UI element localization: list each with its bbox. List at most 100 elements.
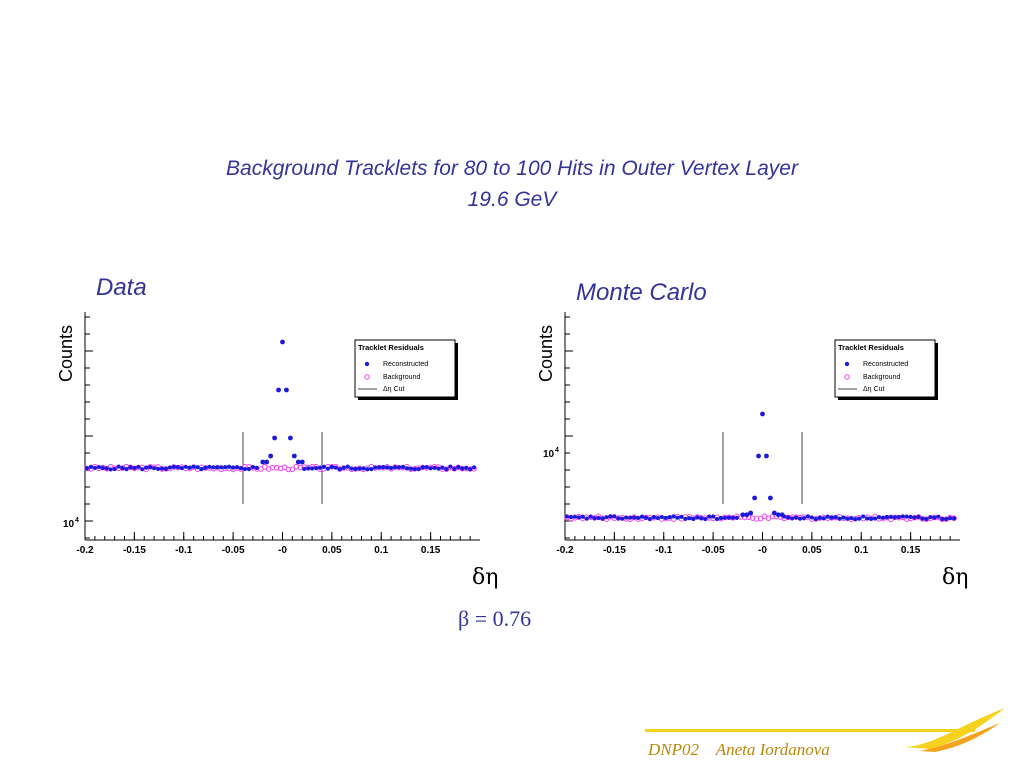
reconstructed-point [341,465,346,470]
reconstructed-point [635,515,641,520]
reconstructed-point [428,466,433,471]
reconstructed-point [416,467,421,472]
reconstructed-point [325,466,331,471]
reconstructed-point [306,466,311,471]
reconstructed-point [140,467,145,472]
reconstructed-point [231,465,236,470]
x-tick-label: -0.2 [556,545,574,556]
reconstructed-point [100,465,105,470]
y-axis-label: Counts [56,325,76,382]
x-tick-label: 0.05 [322,545,342,556]
reconstructed-point [845,516,850,521]
reconstructed-peak-point [264,459,270,465]
reconstructed-point [857,516,862,521]
background-point [753,516,760,522]
reconstructed-point [128,465,133,470]
reconstructed-point [876,515,882,520]
beta-label: β = 0.76 [458,606,532,631]
reconstructed-point [313,466,319,471]
reconstructed-point [452,466,457,472]
reconstructed-point [179,466,184,471]
reconstructed-point [679,514,684,519]
reconstructed-point [861,514,866,519]
legend-label-cut: Δη Cut [383,386,404,393]
reconstructed-point [667,515,672,520]
reconstructed-peak-point [284,387,289,393]
reconstructed-point [250,464,255,470]
background-point [289,466,296,473]
legend-title: Tracklet Residuals [838,343,904,352]
reconstructed-point [254,465,259,470]
legend-label-background: Background [863,374,900,381]
reconstructed-point [900,514,905,519]
reconstructed-point [639,514,645,519]
reconstructed-peak-point [291,453,297,459]
legend-box [354,339,456,398]
reconstructed-point [124,467,129,472]
reconstructed-peak-point [744,512,750,518]
reconstructed-point [420,465,425,470]
reconstructed-point [837,516,842,521]
reconstructed-point [813,516,818,522]
reconstructed-point [377,465,382,470]
reconstructed-point [580,514,585,519]
reconstructed-point [841,515,846,520]
reconstructed-point [647,517,653,522]
reconstructed-point [132,465,137,471]
reconstructed-point [671,514,676,519]
background-point [269,464,276,471]
reconstructed-point [722,515,728,520]
reconstructed-point [805,514,811,519]
reconstructed-point [608,514,613,519]
reconstructed-peak-point [268,453,274,459]
x-tick-label: -0.15 [603,545,626,556]
reconstructed-point [801,516,807,521]
reconstructed-point [865,516,870,521]
reconstructed-peak-point [748,510,754,516]
reconstructed-peak-point [760,411,765,417]
reconstructed-point [187,465,192,470]
reconstructed-point [793,515,799,520]
reconstructed-point [600,516,605,521]
reconstructed-point [96,464,101,470]
reconstructed-point [821,516,826,521]
reconstructed-point [203,465,208,470]
reconstructed-point [584,516,589,521]
reconstructed-point [219,465,224,470]
reconstructed-point [92,465,97,471]
reconstructed-point [572,514,577,519]
legend-marker-reconstructed [364,361,370,367]
reconstructed-point [116,464,121,469]
panel-label-monte-carlo: Monte Carlo [576,279,707,306]
reconstructed-point [624,515,629,520]
reconstructed-point [632,515,637,520]
reconstructed-point [655,515,660,521]
reconstructed-point [699,516,704,521]
reconstructed-peak-point [779,512,785,518]
background-point [285,466,292,473]
reconstructed-point [223,464,228,470]
reconstructed-peak-point [280,339,285,345]
x-tick-label: -0.15 [123,545,146,556]
reconstructed-point [211,465,216,470]
reconstructed-point [924,516,929,522]
reconstructed-point [730,515,735,520]
reconstructed-point [238,465,244,471]
reconstructed-point [345,464,350,469]
reconstructed-point [892,515,897,520]
reconstructed-point [242,466,248,472]
reconstructed-point [912,515,917,520]
reconstructed-point [333,465,338,470]
reconstructed-point [369,467,374,472]
slide-title: Background Tracklets for 80 to 100 Hits … [226,157,798,180]
reconstructed-peak-point [771,510,777,516]
reconstructed-point [888,514,893,519]
legend-marker-reconstructed [844,361,850,367]
x-tick-label: -0.1 [655,545,673,556]
background-point [273,464,280,471]
reconstructed-point [833,515,838,520]
x-axis-label-data: δη [472,565,499,590]
reconstructed-point [932,515,937,520]
reconstructed-point [460,466,465,471]
reconstructed-peak-point [276,387,281,393]
